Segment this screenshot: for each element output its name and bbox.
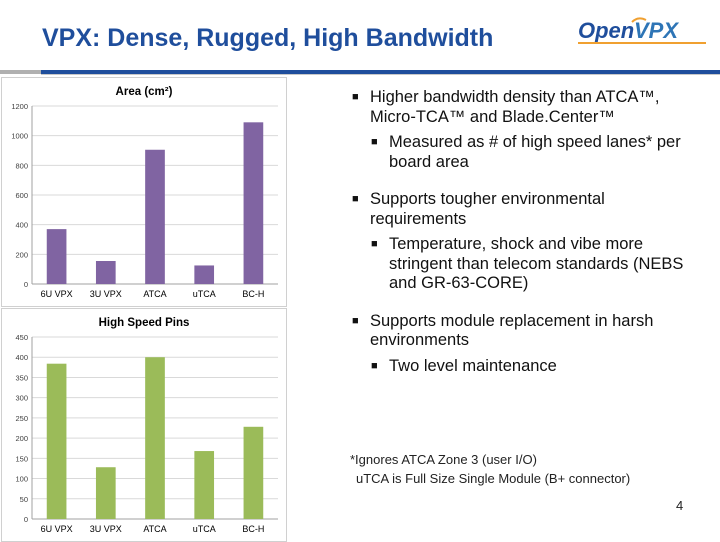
title-rule-shadow	[41, 74, 720, 75]
bar-utca	[194, 265, 215, 284]
area-chart-svg: Area (cm²) 0 200 400 600 800 1000 1200 6U VPX 3U …	[11, 86, 278, 299]
sub-bullet-1: ■ Measured as # of high speed lanes* per …	[371, 133, 704, 172]
bar-utca	[194, 451, 215, 519]
footnote-line-1: *Ignores ATCA Zone 3 (user I/O)	[350, 452, 537, 467]
bar-atca	[145, 357, 165, 519]
bullet-marker: ■	[352, 91, 359, 103]
footnote-line-2: uTCA is Full Size Single Module (B+ conn…	[356, 471, 631, 486]
y-tick-label: 1200	[11, 102, 28, 111]
x-tick-label: BC-H	[242, 524, 264, 534]
x-tick-label: uTCA	[193, 289, 216, 299]
x-tick-label: 6U VPX	[41, 524, 73, 534]
sub-bullet-3: ■ Two level maintenance	[371, 357, 704, 377]
page-number: 4	[676, 498, 684, 513]
bullet-marker: ■	[352, 193, 359, 205]
y-tick-label: 400	[15, 353, 28, 362]
x-tick-label: 6U VPX	[41, 289, 73, 299]
bullet-3: ■ Supports module replacement in harsh en…	[352, 312, 704, 351]
x-tick-label: ATCA	[143, 289, 166, 299]
x-tick-label: uTCA	[193, 524, 216, 534]
pins-chart: High Speed Pins 0 50 100 150 200 250 300 350 400 4…	[1, 308, 287, 542]
sub-bullet-1-text: Measured as # of high speed lanes* per b…	[389, 133, 681, 171]
bullet-2: ■ Supports tougher environmental requirem…	[352, 190, 704, 229]
y-tick-label: 0	[24, 280, 28, 289]
pins-chart-svg: High Speed Pins 0 50 100 150 200 250 300 350 400 4…	[15, 317, 278, 534]
bar-bc-h	[243, 426, 264, 519]
bar-3u-vpx	[95, 467, 116, 519]
logo-text-vpx: VPX	[634, 18, 679, 43]
bullet-1: ■ Higher bandwidth density than ATCA™, Mi…	[352, 88, 704, 127]
bullet-marker: ■	[371, 136, 378, 148]
sub-bullet-2: ■ Temperature, shock and vibe more string…	[371, 235, 704, 294]
bullet-marker: ■	[371, 238, 378, 250]
y-tick-label: 200	[15, 434, 28, 443]
y-tick-label: 0	[24, 515, 28, 524]
bar-atca	[145, 149, 165, 284]
sub-bullet-3-text: Two level maintenance	[389, 356, 557, 375]
bullet-list: ■ Higher bandwidth density than ATCA™, Mi…	[352, 88, 704, 394]
area-chart: Area (cm²) 0 200 400 600 800 1000 1200 6U VPX 3U …	[1, 77, 287, 307]
y-tick-label: 800	[15, 161, 28, 170]
bullet-marker: ■	[371, 359, 378, 372]
x-tick-label: 3U VPX	[90, 289, 122, 299]
x-tick-label: ATCA	[143, 524, 166, 534]
logo-text-open: Open	[578, 18, 634, 43]
chart-title: Area (cm²)	[116, 86, 173, 98]
x-tick-label: 3U VPX	[90, 524, 122, 534]
sub-bullet-2-text: Temperature, shock and vibe more stringe…	[389, 235, 684, 292]
y-tick-label: 200	[15, 250, 28, 259]
y-tick-label: 350	[15, 373, 28, 382]
y-tick-label: 300	[15, 394, 28, 403]
y-tick-label: 1000	[11, 132, 28, 141]
y-tick-label: 400	[15, 221, 28, 230]
bullet-3-text: Supports module replacement in harsh env…	[370, 311, 654, 350]
chart-title: High Speed Pins	[99, 317, 190, 329]
bar-bc-h	[243, 122, 264, 284]
openvpx-logo: Open VPX	[578, 17, 706, 44]
footnote: *Ignores ATCA Zone 3 (user I/O) uTCA is …	[350, 450, 630, 488]
logo-swoosh	[631, 17, 647, 23]
y-tick-label: 600	[15, 191, 28, 200]
bullet-group-2: ■ Supports tougher environmental requirem…	[352, 190, 704, 294]
bar-6u-vpx	[46, 229, 67, 284]
logo-underline	[578, 42, 706, 44]
y-tick-label: 150	[15, 454, 28, 463]
bullet-1-text: Higher bandwidth density than ATCA™, Mic…	[370, 88, 660, 126]
x-tick-label: BC-H	[242, 289, 264, 299]
title-rule-gray	[0, 70, 41, 74]
y-tick-label: 50	[20, 495, 28, 504]
bar-6u-vpx	[46, 363, 67, 519]
title-rule	[41, 70, 720, 74]
bullet-marker: ■	[352, 314, 359, 327]
slide-title: VPX: Dense, Rugged, High Bandwidth	[42, 24, 494, 52]
y-tick-label: 450	[15, 333, 28, 342]
bullet-group-3: ■ Supports module replacement in harsh en…	[352, 312, 704, 377]
y-tick-label: 250	[15, 414, 28, 423]
bullet-2-text: Supports tougher environmental requireme…	[370, 190, 605, 228]
y-tick-label: 100	[15, 475, 28, 484]
bullet-group-1: ■ Higher bandwidth density than ATCA™, Mi…	[352, 88, 704, 172]
bar-3u-vpx	[95, 261, 116, 284]
